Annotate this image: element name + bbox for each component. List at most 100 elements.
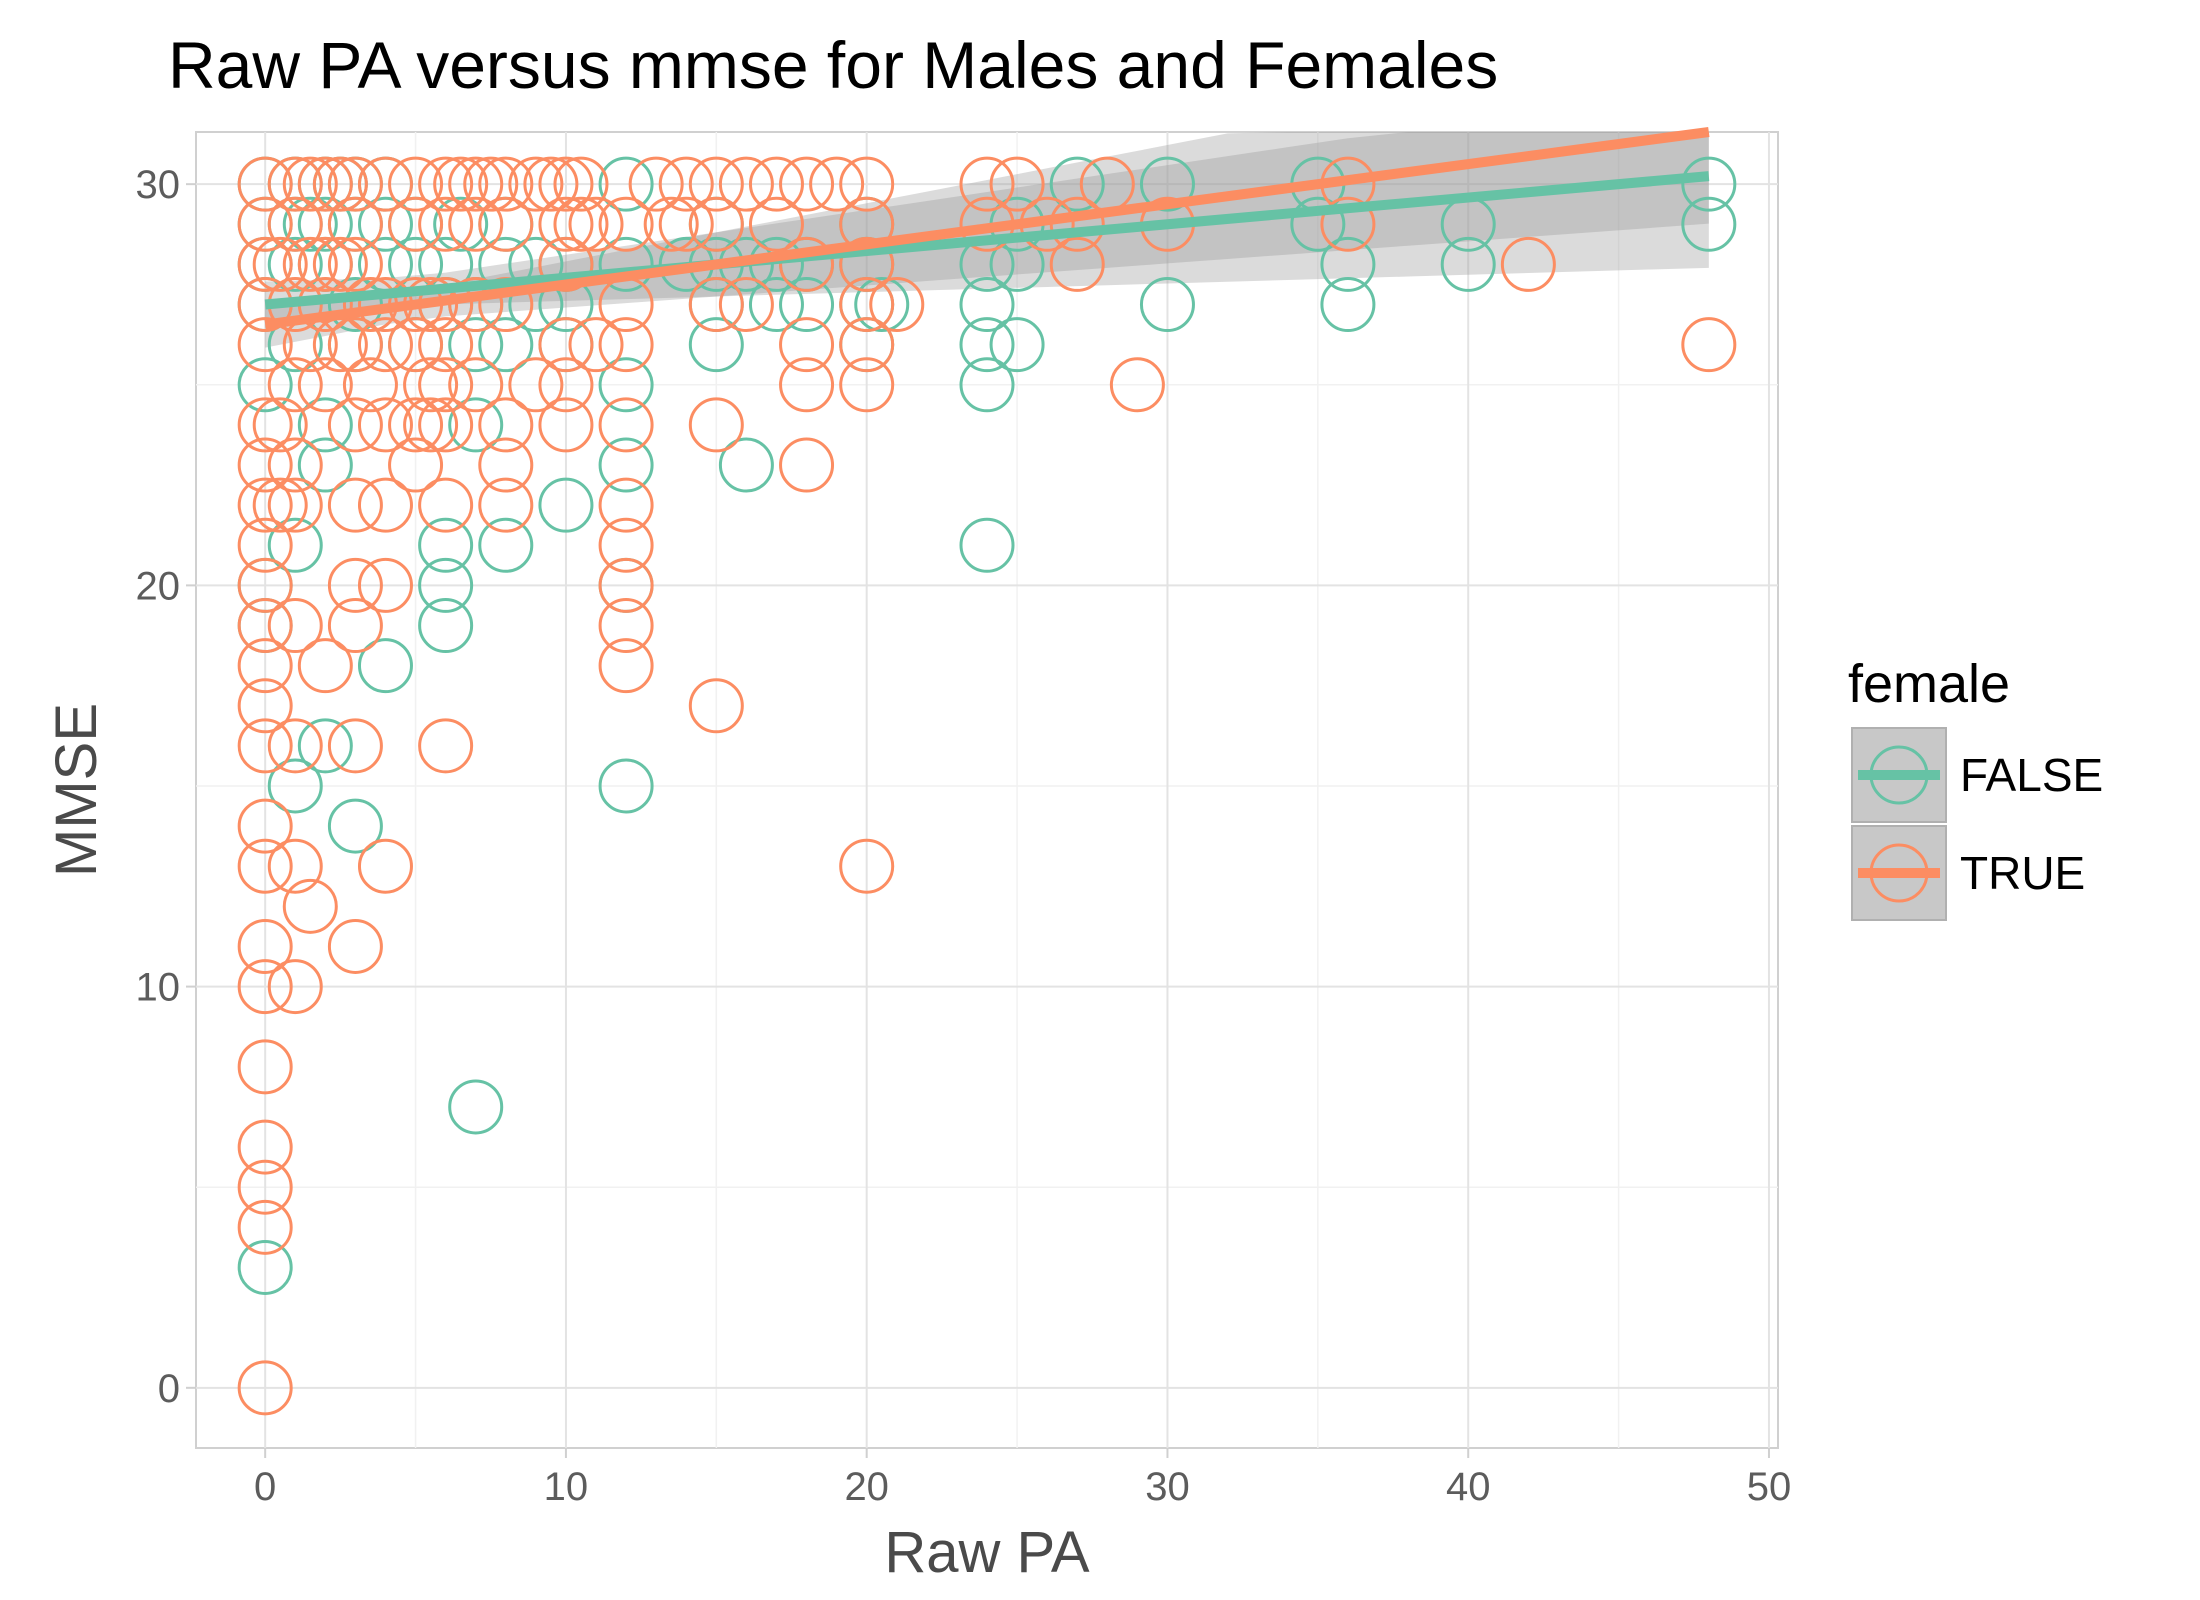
x-tick-label: 20 [844, 1465, 889, 1509]
data-point-true [418, 357, 474, 413]
data-point-true [237, 678, 293, 734]
x-tick-label: 30 [1145, 1465, 1190, 1509]
data-point-true [839, 277, 895, 333]
data-point-false [959, 277, 1015, 333]
data-point-true [237, 397, 293, 453]
data-point-true [267, 196, 323, 252]
data-point-true [388, 196, 444, 252]
fit-line-false [264, 171, 1710, 310]
data-point-true [839, 156, 895, 212]
data-point-false [267, 236, 323, 292]
data-point-true [267, 437, 323, 493]
data-point-false [237, 1239, 293, 1295]
data-point-true [553, 156, 609, 212]
data-point-true [237, 196, 293, 252]
data-point-true [779, 236, 835, 292]
data-point-true [237, 798, 293, 854]
data-point-false [1049, 156, 1105, 212]
data-point-true [252, 477, 308, 533]
data-point-true [282, 156, 338, 212]
y-tick-label: 0 [158, 1367, 180, 1411]
data-point-false [779, 277, 835, 333]
data-point-true [658, 196, 714, 252]
data-point-true [643, 196, 699, 252]
data-point-true [297, 236, 353, 292]
data-point-false [1290, 196, 1346, 252]
data-point-false [237, 357, 293, 413]
fit-line-true [264, 127, 1710, 330]
data-point-true [598, 196, 654, 252]
data-point-true [237, 638, 293, 694]
data-point-true [1681, 317, 1737, 373]
data-point-true [282, 878, 338, 934]
data-point-true [388, 317, 444, 373]
data-point-true [869, 277, 925, 333]
data-point-true [327, 598, 383, 653]
data-point-false [297, 196, 353, 252]
data-point-true [357, 838, 413, 894]
data-point-true [478, 437, 534, 493]
data-point-false [1440, 236, 1496, 292]
data-point-true [342, 357, 398, 413]
data-point-true [1049, 236, 1105, 292]
data-point-true [237, 317, 293, 373]
data-point-true [658, 156, 714, 212]
data-point-false [1139, 277, 1195, 333]
data-point-true [327, 397, 383, 453]
data-point-true [688, 277, 744, 333]
x-tick-label: 0 [254, 1465, 276, 1509]
data-point-true [538, 196, 594, 252]
data-point-true [237, 437, 293, 493]
data-point-true [688, 678, 744, 734]
data-point-true [478, 196, 534, 252]
data-point-false [327, 798, 383, 854]
data-point-true [237, 236, 293, 292]
data-point-true [282, 236, 338, 292]
data-point-false [598, 357, 654, 413]
data-point-false [478, 317, 534, 373]
data-point-true [237, 477, 293, 533]
legend-title: female [1848, 654, 2010, 714]
data-point-true [433, 156, 489, 212]
data-point-true [478, 397, 534, 453]
data-point-true [1109, 357, 1165, 413]
data-point-true [748, 196, 804, 252]
data-point-true [312, 236, 368, 292]
data-point-true [418, 317, 474, 373]
y-tick-label: 20 [136, 564, 181, 608]
data-point-false [959, 517, 1015, 573]
data-point-true [252, 236, 308, 292]
legend: female FALSE TRUE [1848, 654, 2103, 921]
data-point-true [297, 156, 353, 212]
y-tick-label: 10 [136, 966, 181, 1010]
y-tick-label: 30 [136, 163, 181, 207]
data-point-true [448, 196, 504, 252]
data-point-true [267, 838, 323, 894]
data-point-true [327, 557, 383, 613]
data-point-true [403, 397, 459, 453]
data-point-false [297, 397, 353, 453]
data-point-true [1500, 236, 1556, 292]
x-tick-label: 50 [1747, 1465, 1792, 1509]
data-point-true [448, 357, 504, 413]
data-point-true [237, 718, 293, 774]
data-point-true [267, 718, 323, 774]
data-point-false [959, 357, 1015, 413]
data-point-true [237, 838, 293, 894]
data-point-true [598, 598, 654, 653]
data-point-false [448, 317, 504, 373]
data-point-false [357, 196, 413, 252]
legend-label: TRUE [1960, 847, 2085, 899]
data-point-true [357, 156, 413, 212]
data-point-true [478, 477, 534, 533]
data-point-true [688, 156, 744, 212]
data-point-false [418, 517, 474, 573]
data-point-false [267, 517, 323, 573]
grid-major [196, 132, 1778, 1448]
data-point-true [267, 477, 323, 533]
data-point-true [1320, 196, 1376, 252]
data-point-true [297, 638, 353, 694]
data-point-true [237, 1119, 293, 1175]
data-point-true [418, 718, 474, 774]
data-point-true [327, 156, 383, 212]
